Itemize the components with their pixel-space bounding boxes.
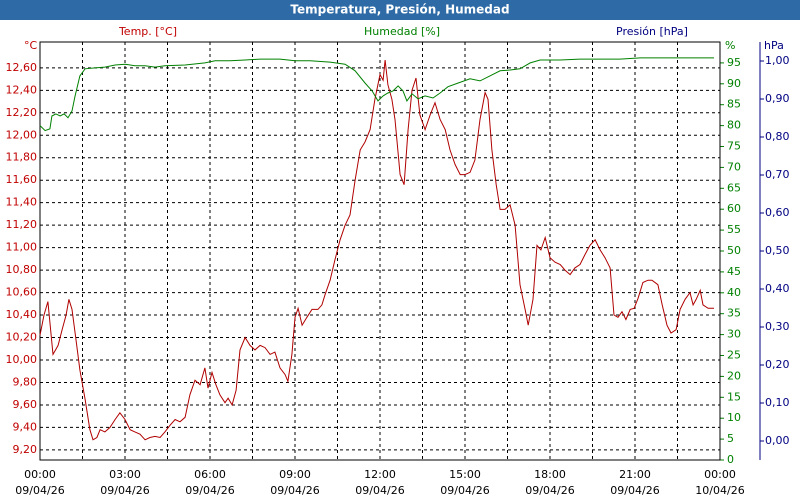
x-tick-date: 09/04/26	[610, 484, 659, 497]
x-tick-date: 09/04/26	[355, 484, 404, 497]
y-tick-label: 12,60	[6, 61, 38, 74]
x-tick-date: 09/04/26	[525, 484, 574, 497]
y2-tick-label: 60	[727, 202, 741, 215]
y-tick-label: 12,00	[6, 128, 38, 141]
y-tick-label: 11,80	[6, 151, 38, 164]
y2-axis-title: Humedad [%]	[364, 25, 440, 38]
y-tick-label: 9,20	[13, 443, 38, 456]
y2-tick-label: 85	[727, 98, 741, 111]
series-line	[39, 59, 714, 441]
y-tick-label: 11,20	[6, 218, 38, 231]
y2-tick-label: 40	[727, 286, 741, 299]
y-tick-label: 9,40	[13, 420, 38, 433]
chart-title: Temperatura, Presión, Humedad	[290, 3, 509, 17]
y3-unit: hPa	[764, 39, 784, 52]
y2-tick-label: 25	[727, 349, 741, 362]
y2-tick-label: 55	[727, 223, 741, 236]
plot-border	[39, 41, 721, 461]
x-tick-date: 10/04/26	[695, 484, 744, 497]
x-tick-date: 09/04/26	[15, 484, 64, 497]
y-tick-label: 11,40	[6, 196, 38, 209]
y2-tick-label: 5	[727, 432, 734, 445]
y-tick-label: 10,40	[6, 308, 38, 321]
x-tick-date: 09/04/26	[100, 484, 149, 497]
x-tick-label: 03:00	[109, 468, 141, 481]
x-tick-date: 09/04/26	[270, 484, 319, 497]
y2-tick-label: 45	[727, 265, 741, 278]
y3-tick-label: 0,40	[765, 282, 790, 295]
y2-tick-label: 35	[727, 307, 741, 320]
x-tick-label: 21:00	[619, 468, 651, 481]
x-tick-label: 06:00	[194, 468, 226, 481]
y2-tick-label: 90	[727, 77, 741, 90]
y3-tick-label: 0,90	[765, 92, 790, 105]
y-unit: °C	[24, 39, 38, 52]
y-tick-label: 9,60	[13, 398, 38, 411]
x-tick-label: 15:00	[449, 468, 481, 481]
y2-tick-label: 75	[727, 140, 741, 153]
y2-tick-label: 95	[727, 56, 741, 69]
y-tick-label: 10,20	[6, 331, 38, 344]
y-tick-label: 12,20	[6, 106, 38, 119]
x-tick-label: 18:00	[534, 468, 566, 481]
y2-tick-label: 30	[727, 328, 741, 341]
x-tick-label: 00:00	[704, 468, 736, 481]
y3-tick-label: 0,20	[765, 358, 790, 371]
y-tick-label: 9,80	[13, 375, 38, 388]
x-tick-date: 09/04/26	[440, 484, 489, 497]
y3-tick-label: 0,60	[765, 206, 790, 219]
y-tick-label: 11,00	[6, 241, 38, 254]
y2-tick-label: 10	[727, 411, 741, 424]
x-tick-label: 00:00	[24, 468, 56, 481]
y-tick-label: 10,80	[6, 263, 38, 276]
y2-tick-label: 20	[727, 369, 741, 382]
y3-tick-label: 0,00	[765, 434, 790, 447]
y2-tick-label: 70	[727, 160, 741, 173]
y2-tick-label: 50	[727, 244, 741, 257]
y2-tick-label: 0	[727, 453, 734, 466]
y-tick-label: 10,60	[6, 286, 38, 299]
series-line	[39, 57, 714, 132]
y2-tick-label: 65	[727, 181, 741, 194]
title-bar	[0, 0, 800, 20]
y2-tick-label: 15	[727, 390, 741, 403]
y3-tick-label: 1,00	[765, 54, 790, 67]
x-tick-label: 09:00	[279, 468, 311, 481]
y2-tick-label: 80	[727, 119, 741, 132]
y-axis-title: Temp. [°C]	[118, 25, 177, 38]
x-tick-date: 09/04/26	[185, 484, 234, 497]
y3-tick-label: 0,10	[765, 396, 790, 409]
y-tick-label: 11,60	[6, 173, 38, 186]
y3-axis-title: Presión [hPa]	[616, 25, 688, 38]
y3-tick-label: 0,30	[765, 320, 790, 333]
y3-tick-label: 0,70	[765, 168, 790, 181]
y3-tick-label: 0,50	[765, 244, 790, 257]
y-tick-label: 10,00	[6, 353, 38, 366]
y3-tick-label: 0,80	[765, 130, 790, 143]
x-tick-label: 12:00	[364, 468, 396, 481]
y-tick-label: 12,40	[6, 83, 38, 96]
y2-unit: %	[725, 39, 735, 52]
